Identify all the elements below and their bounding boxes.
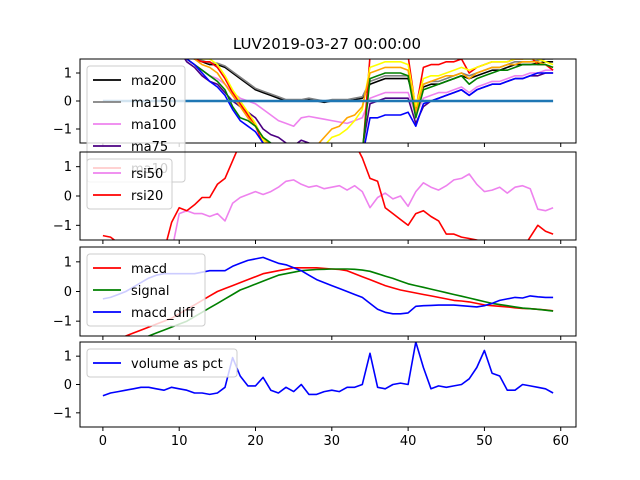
legend-box — [86, 253, 206, 327]
y-tick-label: 1 — [64, 255, 72, 270]
x-tick-label: 50 — [476, 434, 493, 449]
legend: rsi50 rsi20 — [86, 158, 173, 210]
y-tick-label: 1 — [64, 67, 72, 82]
y-tick-label: −1 — [53, 219, 72, 234]
x-tick-label: 60 — [552, 434, 569, 449]
legend-label: rsi50 — [131, 167, 163, 182]
legend-label: rsi20 — [131, 189, 163, 204]
legend-label: macd_diff — [131, 306, 195, 321]
legend-label: volume as pct — [131, 357, 223, 372]
panel-3: −1 0 1 macd signal macd_diff — [53, 246, 577, 340]
y-tick-label: 1 — [64, 160, 72, 175]
legend-label: ma75 — [131, 140, 168, 155]
y-tick-label: −1 — [53, 123, 72, 138]
x-tick-label: 0 — [99, 434, 107, 449]
legend-label: macd — [131, 262, 167, 277]
legend-label: ma150 — [131, 96, 176, 111]
legend-label: signal — [131, 284, 169, 299]
panel-2: −1 0 1 rsi50 rsi20 — [53, 151, 577, 244]
legend: macd signal macd_diff — [86, 253, 206, 327]
y-tick-label: 0 — [64, 190, 72, 205]
y-tick-label: 0 — [64, 285, 72, 300]
y-tick-label: 0 — [64, 95, 72, 110]
y-tick-label: 0 — [64, 378, 72, 393]
x-tick-label: 20 — [247, 434, 264, 449]
legend: volume as pct — [86, 348, 238, 378]
x-tick-label: 30 — [324, 434, 341, 449]
series-line-ma100 — [185, 59, 554, 127]
panel-lines — [102, 59, 554, 143]
chart-title: LUV2019-03-27 00:00:00 — [233, 35, 421, 53]
series-line-unlabeled-5 — [199, 59, 554, 143]
panel-lines — [102, 342, 554, 397]
series-line-rsi50 — [173, 173, 554, 240]
y-tick-label: −1 — [53, 315, 72, 330]
legend: ma200ma150ma100ma75ma10 — [86, 65, 186, 183]
x-tick-label: 10 — [171, 434, 188, 449]
chart-panels: −101ma200ma150ma100ma75ma10−101rsi50rsi2… — [53, 58, 577, 449]
series-line-volume-as-pct — [102, 342, 554, 397]
series-line-unlabeled-6 — [192, 59, 554, 143]
y-tick-label: −1 — [53, 406, 72, 421]
legend-box — [86, 348, 238, 378]
panel-1: −101ma200ma150ma100ma75ma10 — [53, 58, 577, 183]
series-line-unlabeled-7 — [185, 59, 554, 143]
x-tick-label: 40 — [400, 434, 417, 449]
panel-lines — [102, 152, 554, 240]
series-line-unlabeled-8 — [185, 59, 554, 143]
legend-box — [86, 158, 173, 210]
series-line-rsi20 — [102, 152, 554, 240]
y-tick-label: 1 — [64, 350, 72, 365]
legend-label: ma100 — [131, 118, 176, 133]
legend-label: ma200 — [131, 74, 176, 89]
